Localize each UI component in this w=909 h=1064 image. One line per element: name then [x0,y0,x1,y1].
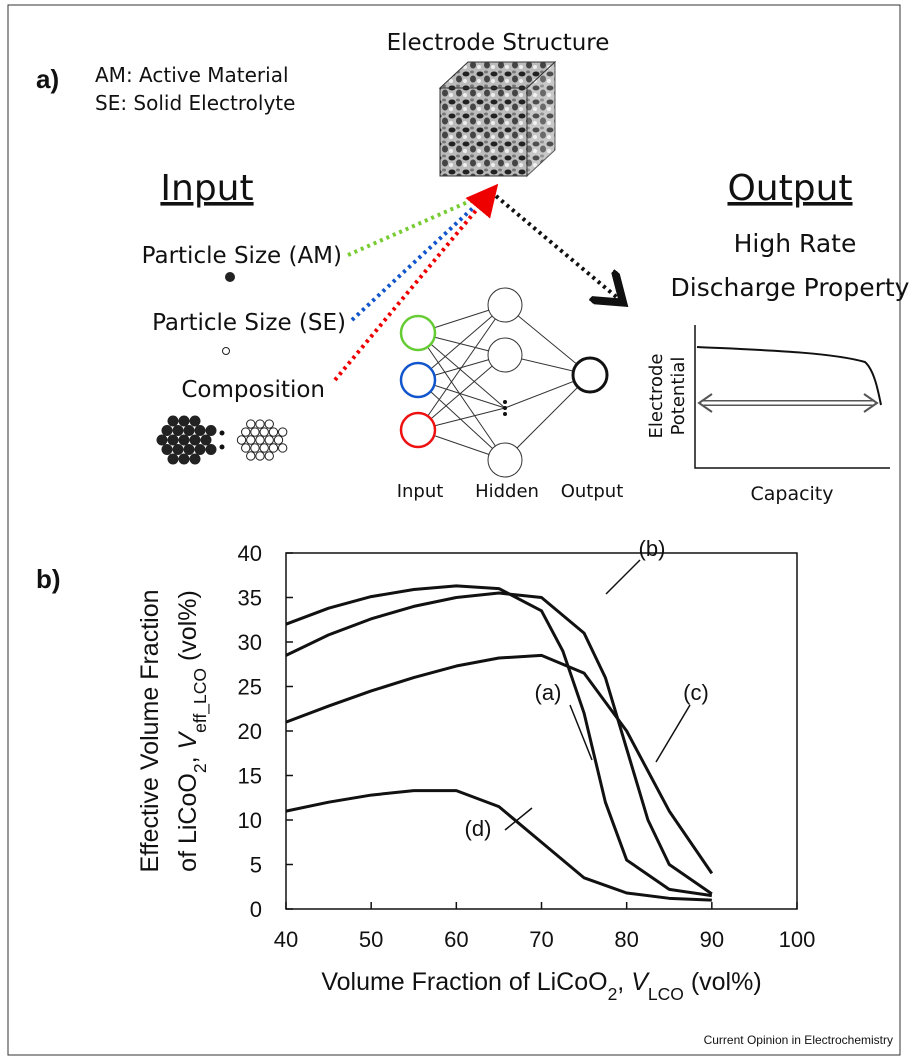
panel-label: b) [36,564,61,594]
y-tick-label: 15 [238,764,262,789]
y-tick-label: 25 [238,675,262,700]
x-tick-label: 50 [359,927,383,952]
x-axis-label: Volume Fraction of LiCoO2, VLCO (vol%) [321,968,761,1004]
network-label: Hidden [475,481,539,502]
label-run: of LiCoO [174,773,202,872]
label-run: V [174,731,202,750]
output-text: Discharge Property [671,273,909,302]
label-run: (vol%) [684,968,762,996]
y-tick-label: 40 [238,541,262,566]
data-line [285,584,713,898]
label-run: eff_LCO [190,668,211,733]
output-title: Output [727,168,852,209]
neural-network [399,287,609,478]
data-line [285,591,713,896]
label-run: Effective Volume Fraction [136,589,164,872]
plot-frame [285,552,798,910]
mini-x-label: Capacity [750,483,833,505]
se-particle [222,347,230,355]
frame [7,4,901,1056]
footer: Current Opinion in Electrochemistry [704,1033,893,1047]
x-tick-label: 80 [614,927,638,952]
chart: 0 5 10 15 20 25 30 35 40 40 50 60 70 80 90 100 Volume Fr… [136,536,815,1004]
series-label: (a) [535,680,562,705]
label-run: Volume Fraction of LiCoO [321,968,607,996]
output-text: High Rate [734,229,857,258]
x-tick-label: 70 [529,927,553,952]
label-run: , [174,750,202,764]
connector [350,192,490,322]
x-tick-label: 60 [444,927,468,952]
y-axis-label: of LiCoO2, Veff_LCO (vol%) [174,590,211,872]
y-tick-label: 35 [238,586,262,611]
legend-text: SE: Solid Electrolyte [95,91,295,115]
label-run: 2 [190,763,210,773]
legend-text: AM: Active Material [95,63,289,87]
mini-plot [694,325,890,469]
data-line [285,653,714,875]
x-tick-label: 40 [274,927,298,952]
y-tick-label: 30 [238,630,262,655]
input-label: Particle Size (AM) [142,243,342,269]
connector [494,194,620,300]
leader-line [605,559,641,595]
label-run: , [617,968,631,996]
y-tick-label: 20 [238,719,262,744]
y-axis-label: Effective Volume Fraction [136,589,164,872]
label-run: 2 [608,984,618,1004]
label-run: LCO [648,984,684,1004]
input-title: Input [160,168,253,209]
data-line [285,789,712,902]
connector [347,192,487,257]
am-particle [225,272,235,282]
mini-y-label: Electrode [646,354,667,439]
y-tick-label: 5 [250,853,262,878]
x-tick-label: 100 [779,927,816,952]
x-tick-label: 90 [700,927,724,952]
leader-line [504,807,533,831]
label-run: (vol%) [174,590,202,668]
input-label: Composition [181,377,325,403]
input-label: Particle Size (SE) [152,310,346,336]
network-label: Output [561,481,624,502]
mini-y-label: Potential [668,357,689,436]
leader-line [655,704,691,763]
series-label: (d) [465,816,492,841]
label-run: V [631,968,650,996]
series-label: (b) [639,536,666,561]
network-label: Input [397,481,444,502]
composition-icon [156,415,288,465]
panel-label: a) [36,64,59,94]
y-tick-label: 0 [250,897,262,922]
y-tick-label: 10 [238,808,262,833]
structure-title: Electrode Structure [387,30,610,56]
series-label: (c) [683,680,709,705]
electrode-cube [438,60,557,178]
connector [333,183,499,382]
leader-line [569,704,593,761]
